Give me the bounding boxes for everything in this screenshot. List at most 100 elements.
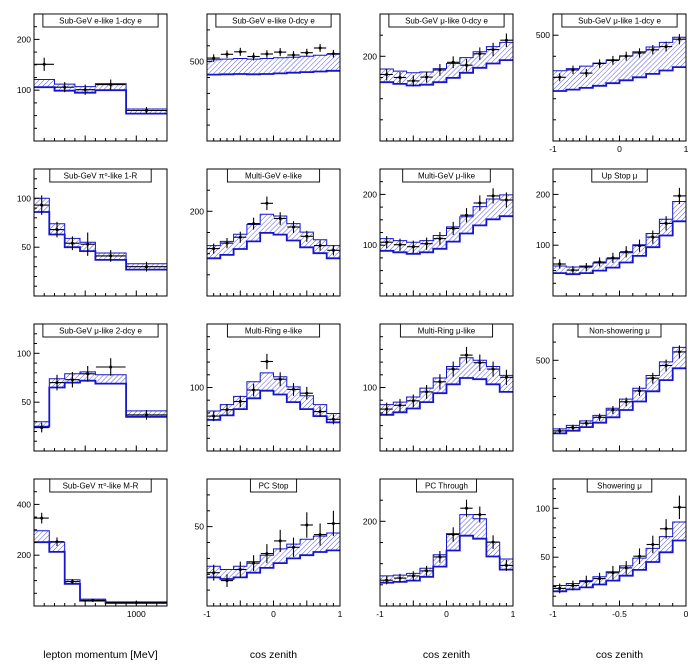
band-upper-edge — [207, 213, 340, 247]
data-point — [593, 572, 606, 585]
panel-title-box — [577, 323, 662, 338]
chart-panel-3: 200 Sub-GeV μ-like 0-dcy e — [346, 0, 519, 155]
data-point — [407, 240, 420, 253]
band-lower-edge — [380, 215, 513, 255]
band-lower-edge — [207, 389, 340, 424]
data-point — [260, 50, 273, 58]
y-tick-label: 100 — [17, 193, 31, 203]
plot-svg: 100 200 Up Stop μ — [536, 168, 687, 297]
panel-title-box — [226, 168, 321, 183]
panel-title: Showering μ — [597, 482, 642, 491]
data-point — [260, 196, 273, 211]
data-point — [659, 41, 673, 52]
y-tick-label: 200 — [17, 550, 31, 560]
data-point — [34, 195, 49, 215]
mc-band — [34, 371, 167, 427]
data-point — [65, 236, 80, 251]
data-point — [580, 69, 593, 78]
data-point — [34, 512, 49, 524]
data-point — [433, 232, 446, 246]
data-point — [673, 345, 686, 359]
data-points — [380, 346, 513, 416]
data-point — [606, 406, 619, 414]
chart-panel-14: 50 -1 0 1 PC Stop cos zenith — [173, 465, 346, 671]
data-points — [553, 34, 686, 82]
data-point — [207, 411, 220, 422]
data-point — [646, 45, 659, 55]
band-lower-edge — [380, 59, 513, 87]
axes — [33, 478, 168, 607]
data-point — [473, 506, 486, 523]
data-points — [34, 512, 167, 605]
data-points — [380, 499, 513, 585]
data-point — [327, 245, 340, 256]
data-point — [65, 579, 80, 585]
data-point — [34, 422, 49, 433]
y-tick-label: 50 — [22, 397, 32, 407]
plot-svg: 100 200 Sub-GeV e-like 1-dcy e — [17, 13, 168, 142]
band-lower-edge — [380, 377, 513, 416]
band-lower-edge — [553, 220, 686, 276]
data-points — [207, 196, 340, 256]
chart-panel-9: 50 100 Sub-GeV μ-like 2-dcy e — [0, 310, 173, 465]
data-point — [500, 192, 513, 208]
y-tick-label: 500 — [536, 355, 550, 365]
data-points — [380, 33, 513, 87]
plot-svg: 200 Multi-GeV e-like — [190, 168, 341, 297]
y-tick-label: 100 — [363, 383, 377, 393]
band-lower-edge — [34, 541, 167, 604]
data-point — [287, 51, 300, 59]
plot-svg: 50 -1 0 1 PC Stop cos zenith — [195, 478, 343, 661]
data-point — [234, 231, 247, 243]
band-lower-edge — [553, 66, 686, 92]
panel-title: Sub-GeV e-like 0-dcy e — [232, 17, 315, 26]
data-point — [234, 47, 247, 56]
data-point — [433, 64, 446, 76]
data-point — [49, 374, 65, 391]
data-point — [433, 551, 446, 563]
data-point — [566, 266, 580, 275]
mc-band — [34, 79, 167, 114]
data-point — [393, 238, 407, 251]
y-tick-label: 100 — [363, 240, 377, 250]
panel-title-box — [416, 478, 477, 493]
panel-title-box — [215, 13, 332, 28]
plot-svg: 500 Sub-GeV e-like 0-dcy e — [190, 13, 341, 142]
chart-panel-13: 200 400 1000 Sub-GeV π⁰-like M-R lepton mome… — [0, 465, 173, 671]
band-lower-edge — [34, 211, 167, 271]
data-point — [473, 47, 486, 61]
data-point — [486, 188, 500, 204]
data-point — [313, 523, 327, 546]
mc-band — [34, 530, 167, 603]
x-tick-label: 0 — [271, 609, 276, 619]
data-point — [407, 75, 420, 87]
panel-title-box — [586, 478, 653, 493]
data-point — [327, 49, 340, 58]
data-points — [553, 345, 686, 434]
plot-frame — [206, 13, 341, 142]
data-point — [646, 230, 659, 244]
x-tick-label: 1 — [684, 144, 689, 154]
data-point — [80, 366, 95, 382]
data-point — [380, 402, 393, 416]
data-point — [207, 564, 220, 581]
data-points — [380, 188, 513, 253]
panel-title: Multi-GeV μ-like — [418, 172, 476, 181]
data-point — [473, 354, 486, 371]
data-point — [620, 51, 633, 61]
x-axis-title: lepton momentum [MeV] — [43, 649, 157, 661]
data-point — [300, 386, 313, 400]
data-point — [247, 383, 260, 397]
axes — [379, 168, 514, 297]
data-point — [433, 374, 446, 390]
panel-title-box — [402, 168, 491, 183]
data-point — [126, 410, 167, 420]
plot-svg: 100 Multi-Ring μ-like — [363, 323, 514, 452]
panel-title: Up Stop μ — [602, 172, 638, 181]
data-point — [234, 561, 247, 578]
data-point — [447, 56, 460, 69]
axes — [33, 13, 168, 142]
data-point — [260, 544, 273, 564]
data-point — [460, 58, 473, 72]
